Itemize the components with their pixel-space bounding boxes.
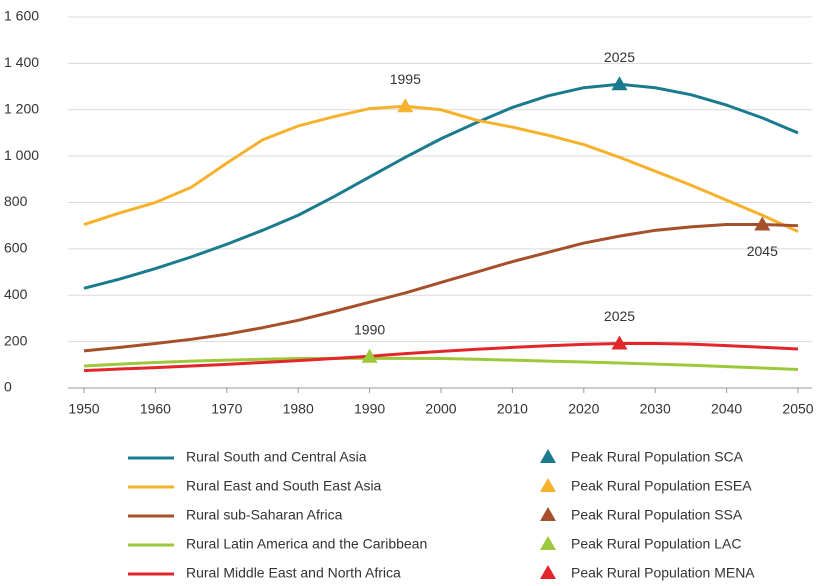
x-tick-label: 2040 bbox=[711, 401, 742, 417]
peak-label: 1995 bbox=[390, 71, 421, 87]
peak-label: 2025 bbox=[604, 49, 635, 65]
y-tick-label: 0 bbox=[4, 379, 12, 395]
legend-label: Rural Middle East and North Africa bbox=[186, 565, 401, 581]
x-tick-label: 2010 bbox=[497, 401, 528, 417]
series-line bbox=[83, 223, 799, 353]
legend-swatch bbox=[540, 565, 556, 579]
legend-label: Peak Rural Population MENA bbox=[571, 565, 755, 581]
legend-label: Rural East and South East Asia bbox=[186, 478, 382, 494]
peak-marker bbox=[361, 348, 378, 363]
peak-label: 1990 bbox=[354, 321, 385, 337]
y-tick-label: 600 bbox=[4, 240, 28, 256]
legend-label: Peak Rural Population SCA bbox=[571, 449, 744, 465]
x-tick-label: 1980 bbox=[283, 401, 314, 417]
series-line bbox=[83, 356, 799, 371]
x-tick-label: 2000 bbox=[425, 401, 456, 417]
y-tick-label: 1 200 bbox=[4, 100, 39, 116]
series-line bbox=[83, 82, 799, 290]
y-tick-label: 1 000 bbox=[4, 147, 39, 163]
peak-marker bbox=[397, 98, 414, 113]
peak-marker bbox=[611, 335, 628, 350]
y-tick-label: 1 400 bbox=[4, 54, 39, 70]
x-tick-label: 1950 bbox=[68, 401, 99, 417]
series-line bbox=[83, 341, 799, 373]
y-tick-label: 1 600 bbox=[4, 8, 39, 24]
peak-label: 2045 bbox=[747, 243, 778, 259]
y-tick-label: 400 bbox=[4, 286, 28, 302]
legend-swatch bbox=[540, 449, 556, 463]
legend-swatch bbox=[540, 507, 556, 521]
x-tick-label: 2020 bbox=[568, 401, 599, 417]
peak-marker bbox=[754, 216, 771, 231]
x-tick-label: 1990 bbox=[354, 401, 385, 417]
x-tick-label: 1970 bbox=[211, 401, 242, 417]
x-tick-label: 2030 bbox=[640, 401, 671, 417]
peak-label: 2025 bbox=[604, 308, 635, 324]
legend-label: Rural Latin America and the Caribbean bbox=[186, 536, 427, 552]
legend-label: Rural South and Central Asia bbox=[186, 449, 367, 465]
legend-label: Rural sub-Saharan Africa bbox=[186, 507, 343, 523]
series-line bbox=[83, 104, 799, 233]
legend-swatch bbox=[540, 536, 556, 550]
y-tick-label: 200 bbox=[4, 332, 28, 348]
x-tick-label: 1960 bbox=[140, 401, 171, 417]
x-tick-label: 2050 bbox=[782, 401, 813, 417]
y-tick-label: 800 bbox=[4, 193, 28, 209]
legend-swatch bbox=[540, 478, 556, 492]
peak-marker bbox=[611, 76, 628, 91]
legend-label: Peak Rural Population ESEA bbox=[571, 478, 752, 494]
legend-label: Peak Rural Population LAC bbox=[571, 536, 741, 552]
legend-label: Peak Rural Population SSA bbox=[571, 507, 743, 523]
